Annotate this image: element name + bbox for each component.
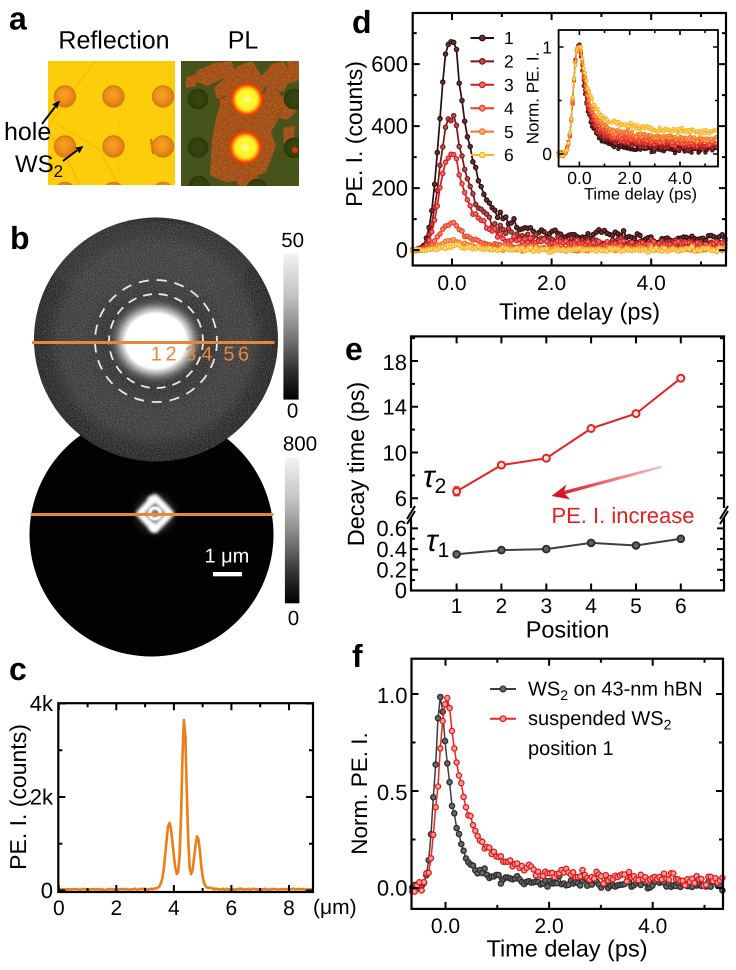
- svg-text:0: 0: [53, 897, 65, 920]
- svg-text:0: 0: [396, 238, 408, 263]
- svg-text:2: 2: [496, 595, 508, 618]
- svg-text:0: 0: [395, 578, 407, 603]
- svg-text:4: 4: [201, 344, 212, 366]
- svg-text:2k: 2k: [30, 785, 54, 810]
- svg-text:6: 6: [226, 897, 238, 920]
- svg-text:PE. I. (counts): PE. I. (counts): [5, 724, 31, 870]
- svg-text:f: f: [352, 638, 363, 674]
- svg-text:Position: Position: [526, 617, 610, 643]
- svg-text:WS2 on 43-nm hBN: WS2 on 43-nm hBN: [528, 679, 703, 704]
- svg-text:14: 14: [383, 395, 407, 420]
- svg-text:0.0: 0.0: [437, 272, 466, 295]
- svg-text:4.0: 4.0: [637, 272, 666, 295]
- svg-text:400: 400: [371, 114, 408, 139]
- svg-text:0.0: 0.0: [567, 168, 592, 188]
- svg-text:5: 5: [630, 595, 642, 618]
- svg-text:4.0: 4.0: [668, 168, 693, 188]
- svg-text:4k: 4k: [30, 691, 54, 716]
- svg-text:1 μm: 1 μm: [204, 546, 249, 568]
- svg-text:6: 6: [238, 344, 249, 366]
- svg-text:1: 1: [504, 28, 514, 48]
- svg-text:e: e: [345, 331, 363, 367]
- svg-text:Norm. PE. I.: Norm. PE. I.: [524, 52, 543, 145]
- svg-text:200: 200: [371, 176, 408, 201]
- svg-text:1.0: 1.0: [377, 683, 408, 708]
- svg-text:3: 3: [540, 595, 552, 618]
- svg-text:0.5: 0.5: [377, 780, 408, 805]
- svg-text:suspended WS2: suspended WS2: [528, 708, 672, 733]
- svg-text:4: 4: [585, 595, 597, 618]
- svg-text:0: 0: [542, 144, 552, 164]
- svg-text:3: 3: [504, 75, 514, 95]
- svg-text:Time delay (ps): Time delay (ps): [499, 299, 660, 325]
- svg-text:0: 0: [287, 400, 298, 423]
- svg-text:Decay time (ps): Decay time (ps): [343, 382, 369, 547]
- svg-text:6: 6: [504, 145, 514, 165]
- svg-text:2.0: 2.0: [618, 168, 643, 188]
- svg-text:0.6: 0.6: [376, 516, 407, 541]
- svg-text:5: 5: [223, 344, 234, 366]
- svg-text:10: 10: [383, 440, 407, 465]
- svg-text:Norm. PE. I.: Norm. PE. I.: [347, 732, 372, 855]
- svg-text:0.2: 0.2: [376, 558, 407, 583]
- svg-text:8: 8: [283, 897, 295, 920]
- svg-text:Reflection: Reflection: [58, 27, 169, 55]
- svg-text:0: 0: [288, 607, 299, 630]
- svg-text:0.0: 0.0: [377, 876, 408, 901]
- svg-text:1: 1: [542, 38, 552, 58]
- svg-text:PL: PL: [228, 27, 259, 55]
- svg-text:0.0: 0.0: [431, 915, 460, 938]
- svg-text:1: 1: [451, 595, 463, 618]
- svg-text:3: 3: [185, 344, 196, 366]
- svg-text:4.0: 4.0: [638, 915, 667, 938]
- svg-text:2.0: 2.0: [534, 915, 563, 938]
- svg-text:600: 600: [371, 52, 408, 77]
- svg-text:d: d: [352, 4, 372, 40]
- svg-text:PE. I. increase: PE. I. increase: [551, 503, 694, 528]
- svg-text:position 1: position 1: [528, 738, 614, 760]
- svg-text:4: 4: [504, 98, 514, 118]
- svg-text:1: 1: [151, 344, 162, 366]
- svg-text:PE. I. (counts): PE. I. (counts): [341, 61, 367, 207]
- svg-text:6: 6: [675, 595, 687, 618]
- svg-text:2: 2: [504, 52, 514, 72]
- svg-text:c: c: [9, 651, 27, 687]
- svg-text:a: a: [9, 1, 27, 37]
- svg-text:Time delay (ps): Time delay (ps): [584, 186, 697, 204]
- svg-text:800: 800: [283, 433, 317, 456]
- svg-text:2.0: 2.0: [537, 272, 566, 295]
- svg-text:5: 5: [504, 122, 514, 142]
- svg-text:b: b: [10, 220, 30, 256]
- svg-text:6: 6: [395, 486, 407, 511]
- svg-text:2: 2: [110, 897, 122, 920]
- svg-text:4: 4: [168, 897, 180, 920]
- svg-text:0.4: 0.4: [376, 537, 407, 562]
- svg-text:50: 50: [281, 229, 304, 252]
- svg-text:18: 18: [383, 350, 407, 375]
- svg-text:0: 0: [41, 878, 53, 903]
- svg-text:2: 2: [165, 344, 176, 366]
- svg-text:Time delay (ps): Time delay (ps): [486, 936, 647, 962]
- svg-text:(μm): (μm): [313, 896, 357, 919]
